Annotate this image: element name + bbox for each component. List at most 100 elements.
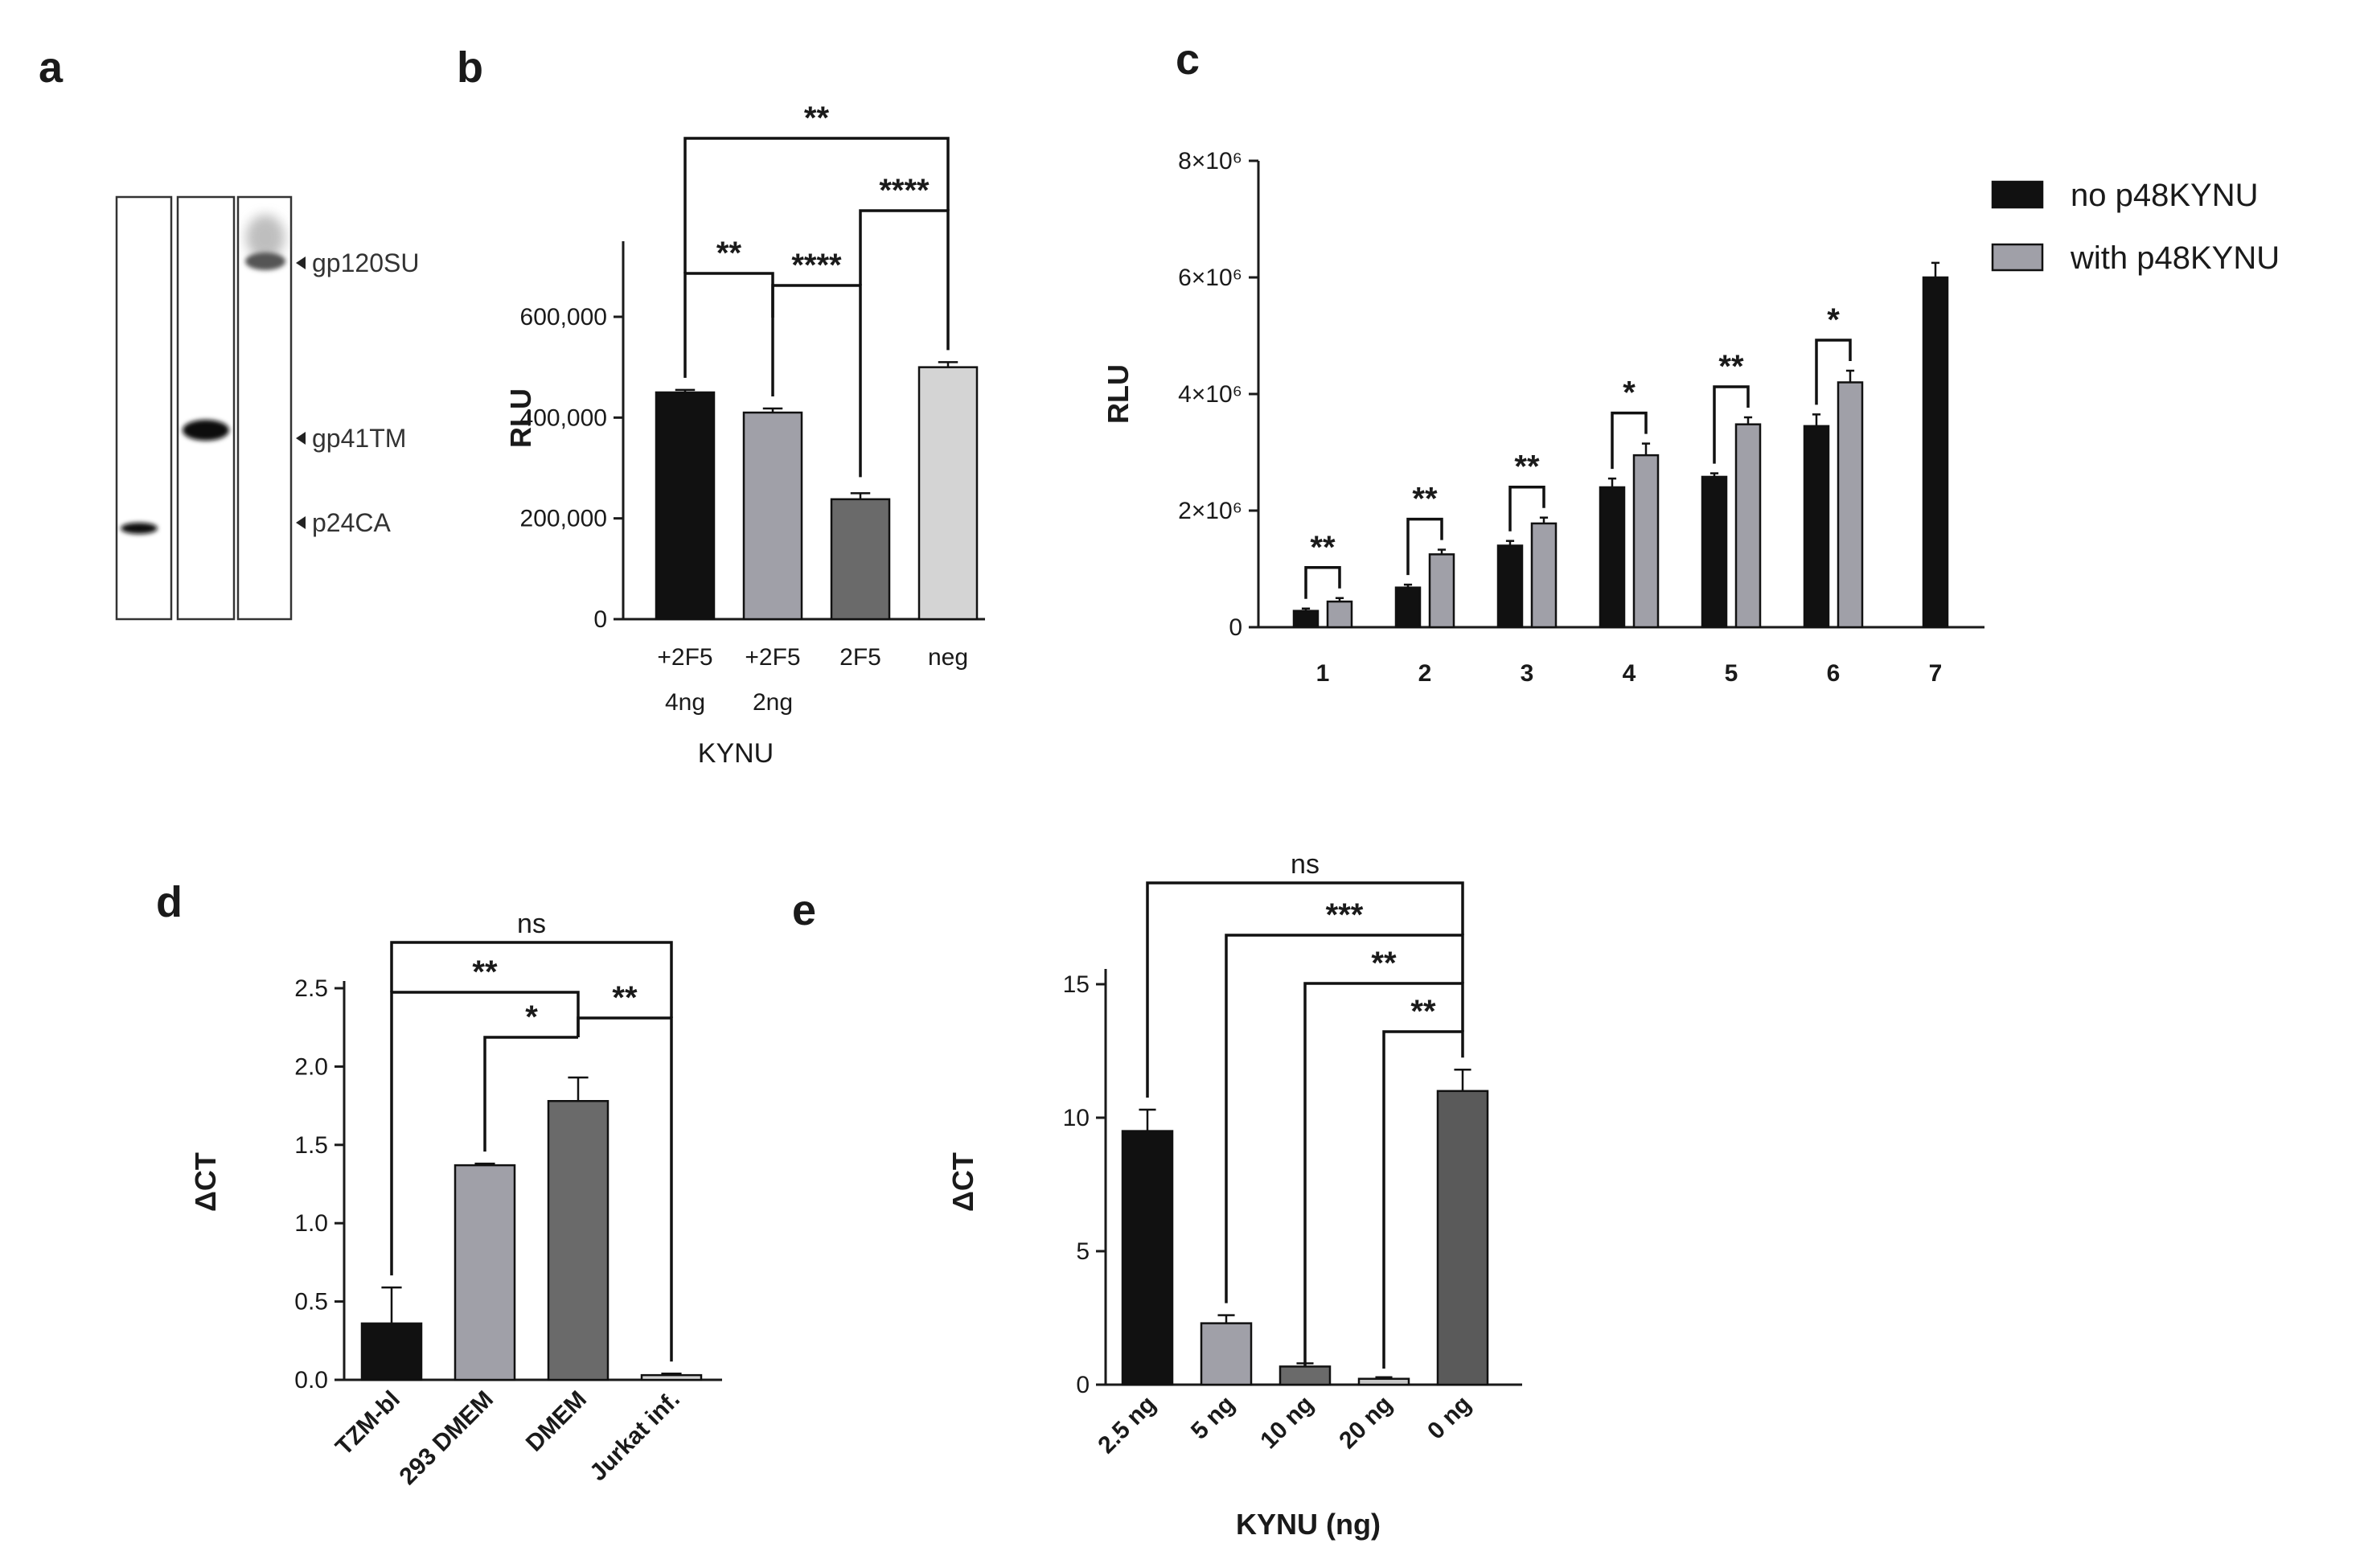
x-tick-label: 2F5 xyxy=(839,644,881,671)
y-tick-label: 400,000 xyxy=(520,404,607,431)
x-tick-label: 0 ng xyxy=(1422,1391,1476,1445)
bar xyxy=(1496,544,1524,629)
x-tick-label: TZM-bl xyxy=(330,1386,405,1461)
legend: no p48KYNU with p48KYNU xyxy=(1991,178,2280,276)
significance-label: **** xyxy=(791,248,842,283)
bar xyxy=(1121,1130,1174,1386)
band-label-gp41tm: gp41TM xyxy=(312,424,406,453)
bar xyxy=(1530,522,1558,629)
significance-bracket xyxy=(1713,385,1750,464)
arrow-gp41tm-icon xyxy=(296,432,306,445)
legend-label: no p48KYNU xyxy=(2071,178,2258,213)
x-tick-label: 2 xyxy=(1418,660,1432,687)
significance-label: ** xyxy=(1371,946,1397,981)
significance-label: ** xyxy=(1310,530,1336,565)
significance-label: * xyxy=(1827,302,1840,338)
western-blot: gp120SU gp41TM p24CA xyxy=(115,195,419,621)
significance-bracket xyxy=(390,941,673,1018)
bar xyxy=(1599,486,1626,629)
x-tick-label: 10 ng xyxy=(1255,1391,1319,1455)
bar xyxy=(1357,1377,1410,1386)
significance-bracket xyxy=(859,209,950,351)
x-tick-label: 20 ng xyxy=(1334,1391,1398,1455)
bar xyxy=(1292,610,1320,629)
bar xyxy=(1632,454,1660,629)
y-axis-label: RLU xyxy=(504,388,537,448)
significance-label: ** xyxy=(472,954,498,990)
x-tick-sublabel: 4ng xyxy=(665,689,705,716)
bar xyxy=(742,411,803,621)
y-tick-label: 0 xyxy=(1229,614,1242,641)
bar xyxy=(454,1164,516,1381)
significance-label: ** xyxy=(612,980,638,1016)
y-tick-label: 0 xyxy=(593,606,607,633)
bar xyxy=(1436,1090,1489,1386)
y-tick-label: 8×10⁶ xyxy=(1178,148,1242,174)
significance-label: ** xyxy=(1514,449,1540,485)
significance-bracket xyxy=(1508,485,1545,532)
band-label-p24ca: p24CA xyxy=(312,508,392,537)
significance-bracket xyxy=(1815,339,1852,405)
significance-bracket xyxy=(483,1036,578,1152)
x-tick-label: 1 xyxy=(1316,660,1330,687)
y-axis-label: ΔCT xyxy=(189,1152,222,1212)
legend-swatch xyxy=(1991,243,2044,272)
significance-label: ** xyxy=(1718,349,1744,384)
y-axis-label: ΔCT xyxy=(946,1152,979,1212)
bar xyxy=(1394,586,1422,629)
x-tick-label: Jurkat inf. xyxy=(585,1386,685,1487)
chart-b: 0 200,000 400,000 600,000 +2F5 4ng +2F5 2ng 2F5 n… xyxy=(504,101,985,769)
panel-letter-e: e xyxy=(792,886,816,934)
y-tick-label: 600,000 xyxy=(520,304,607,330)
significance-bracket xyxy=(1146,881,1464,1098)
bar xyxy=(917,366,979,621)
significance-bracket xyxy=(1406,517,1443,576)
bar xyxy=(1701,475,1728,629)
significance-bracket xyxy=(390,991,580,1276)
significance-bracket xyxy=(1304,566,1341,599)
x-tick-label: 3 xyxy=(1521,660,1534,687)
band-gp120su xyxy=(245,252,285,270)
significance-bracket xyxy=(1225,934,1464,1303)
arrow-p24ca-icon xyxy=(296,516,306,529)
significance-label: ** xyxy=(804,101,830,136)
significance-label: ** xyxy=(716,236,742,271)
y-axis-label: RLU xyxy=(1102,364,1135,424)
x-tick-label: 5 ng xyxy=(1186,1391,1240,1445)
x-tick-label: +2F5 xyxy=(745,644,800,671)
legend-swatch xyxy=(1991,180,2044,209)
x-tick-label: 4 xyxy=(1623,660,1636,687)
significance-label: *** xyxy=(1326,897,1364,933)
band-label-gp120su: gp120SU xyxy=(312,248,419,277)
y-tick-label: 4×10⁶ xyxy=(1178,381,1242,408)
significance-label: ns xyxy=(1291,849,1320,880)
legend-label: with p48KYNU xyxy=(2070,240,2280,276)
x-tick-label: DMEM xyxy=(521,1386,592,1457)
significance-label: * xyxy=(1623,376,1636,411)
bar xyxy=(1428,553,1455,629)
arrow-gp120su-icon xyxy=(296,257,306,269)
bar xyxy=(1200,1322,1253,1386)
panel-letter-b: b xyxy=(457,43,483,92)
bar xyxy=(1837,381,1864,629)
significance-bracket xyxy=(683,137,950,273)
x-tick-label: +2F5 xyxy=(657,644,712,671)
x-axis-label: KYNU xyxy=(698,738,774,769)
x-tick-label: 5 xyxy=(1725,660,1738,687)
significance-label: ** xyxy=(1410,994,1436,1029)
y-tick-label: 2.5 xyxy=(294,975,328,1002)
y-tick-label: 5 xyxy=(1076,1238,1090,1265)
y-tick-label: 200,000 xyxy=(520,506,607,532)
bar xyxy=(1734,423,1762,629)
y-tick-label: 10 xyxy=(1063,1105,1090,1131)
significance-bracket xyxy=(771,284,862,478)
bar xyxy=(360,1322,423,1381)
x-tick-label: neg xyxy=(928,644,968,671)
chart-e: 0 5 10 15 2.5 ng 5 ng 10 ng 20 ng 0 ng ΔCT KYNU (n… xyxy=(946,849,1522,1541)
y-tick-label: 1.0 xyxy=(294,1210,328,1237)
panel-letter-d: d xyxy=(156,878,183,926)
x-tick-sublabel: 2ng xyxy=(753,689,793,716)
y-tick-label: 2.0 xyxy=(294,1053,328,1080)
significance-bracket xyxy=(1303,982,1464,1367)
